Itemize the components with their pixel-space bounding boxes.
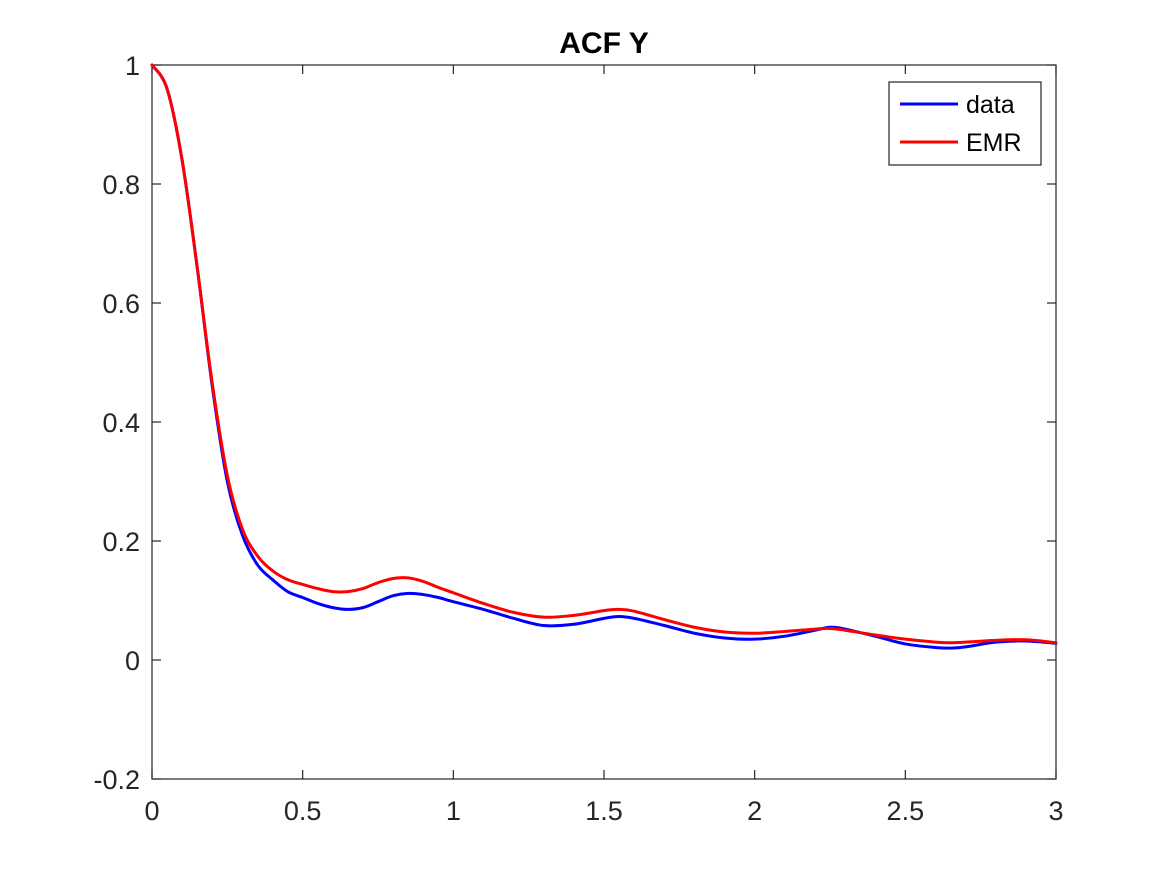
y-tick-label: 0.6	[102, 289, 140, 319]
y-tick-label: 0.4	[102, 408, 140, 438]
y-tick-label: 0.2	[102, 527, 140, 557]
legend-box	[888, 81, 1042, 166]
axes: 0 0.5 1 1.5 2 2.5 3-0.200.20.40.60.81	[93, 51, 1063, 826]
chart-title: ACF Y	[559, 27, 648, 60]
x-tick-label: 0.5	[284, 796, 322, 826]
x-tick-label: 3	[1048, 796, 1063, 826]
series-lines	[150, 63, 1058, 650]
x-tick-label: 1.5	[585, 796, 623, 826]
legend-label-emr: EMR	[966, 129, 1022, 157]
x-tick-label: 2	[747, 796, 762, 826]
x-tick-label: 0	[144, 796, 159, 826]
legend-label-data: data	[966, 91, 1015, 119]
series-line-emr	[150, 63, 1058, 645]
x-tick-label: 1	[446, 796, 461, 826]
y-tick-label: -0.2	[93, 765, 140, 795]
y-tick-label: 1	[125, 51, 140, 81]
y-tick-label: 0	[125, 646, 140, 676]
x-tick-label: 2.5	[887, 796, 925, 826]
legend: data EMR	[888, 81, 1042, 166]
y-tick-label: 0.8	[102, 170, 140, 200]
